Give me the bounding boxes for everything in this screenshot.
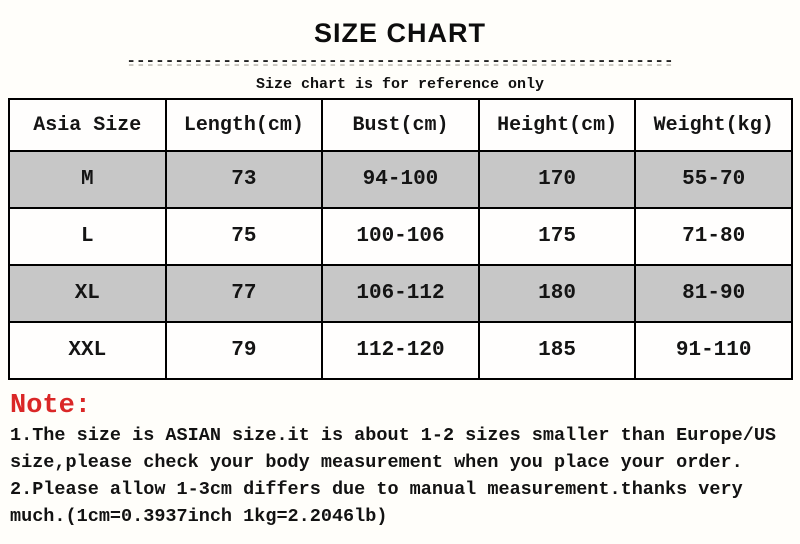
cell-height-xl: 180: [477, 264, 637, 323]
col-header-height-cm: Height(cm): [477, 98, 637, 152]
table-row-m: M 73 94-100 170 55-70: [8, 150, 793, 209]
cell-height-m: 170: [477, 150, 637, 209]
cell-length-xl: 77: [164, 264, 324, 323]
cell-bust-m: 94-100: [321, 150, 480, 209]
cell-length-xxl: 79: [164, 321, 324, 380]
cell-bust-l: 100-106: [321, 207, 480, 266]
cell-size-m: M: [8, 150, 167, 209]
col-header-asia-size: Asia Size: [8, 98, 167, 152]
col-header-weight-kg: Weight(kg): [634, 98, 793, 152]
page-title: SIZE CHART: [314, 18, 486, 48]
cell-bust-xl: 106-112: [321, 264, 480, 323]
size-table-header: Asia Size Length(cm) Bust(cm) Height(cm)…: [8, 98, 793, 152]
cell-weight-xl: 81-90: [634, 264, 793, 323]
cell-weight-m: 55-70: [634, 150, 793, 209]
note-line-1: 1.The size is ASIAN size.it is about 1-2…: [10, 425, 777, 446]
cell-size-xxl: XXL: [8, 321, 167, 380]
table-row-xl: XL 77 106-112 180 81-90: [8, 264, 793, 323]
divider-dashes: ----------------------------------------…: [126, 52, 674, 70]
col-header-length-cm: Length(cm): [164, 98, 324, 152]
table-row-xxl: XXL 79 112-120 185 91-110: [8, 321, 793, 380]
cell-height-l: 175: [477, 207, 637, 266]
note-line-2: size,please check your body measurement …: [10, 452, 743, 473]
subtitle: Size chart is for reference only: [255, 76, 545, 93]
cell-size-xl: XL: [8, 264, 167, 323]
cell-height-xxl: 185: [477, 321, 637, 380]
size-table-body: M 73 94-100 170 55-70 L 75 100-106 175 7…: [8, 150, 793, 380]
note-title: Note:: [10, 391, 92, 421]
cell-length-l: 75: [164, 207, 324, 266]
header-row: Asia Size Length(cm) Bust(cm) Height(cm)…: [8, 98, 793, 152]
cell-weight-l: 71-80: [634, 207, 793, 266]
table-row-l: L 75 100-106 175 71-80: [8, 207, 793, 266]
cell-length-m: 73: [164, 150, 324, 209]
note-line-3: 2.Please allow 1-3cm differs due to manu…: [10, 479, 743, 500]
cell-size-l: L: [8, 207, 167, 266]
cell-bust-xxl: 112-120: [321, 321, 480, 380]
note-section: Note: 1.The size is ASIAN size.it is abo…: [10, 390, 796, 530]
note-line-4: much.(1cm=0.3937inch 1kg=2.2046lb): [10, 506, 388, 527]
col-header-bust-cm: Bust(cm): [321, 98, 480, 152]
cell-weight-xxl: 91-110: [634, 321, 793, 380]
size-chart-table: Asia Size Length(cm) Bust(cm) Height(cm)…: [8, 98, 793, 380]
